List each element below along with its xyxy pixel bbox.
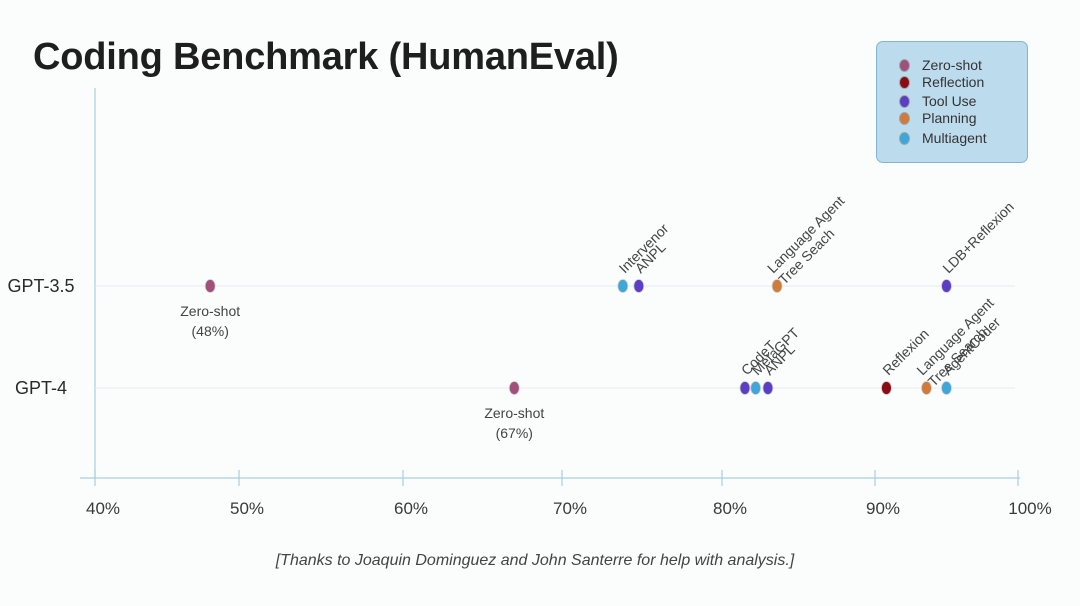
x-tick-label: 90%	[866, 499, 900, 518]
x-tick-label: 50%	[230, 499, 264, 518]
data-point	[771, 279, 783, 293]
legend-label: Tool Use	[922, 93, 977, 109]
legend-item: Zero-shot	[899, 56, 982, 74]
legend-item: Multiagent	[899, 129, 987, 147]
y-category-label: GPT-4	[15, 378, 67, 398]
x-tick-label: 100%	[1008, 499, 1051, 518]
data-point	[921, 381, 932, 395]
data-point	[633, 279, 645, 293]
legend-swatch	[899, 75, 910, 89]
data-point	[881, 381, 892, 395]
data-point	[617, 279, 629, 293]
legend-swatch	[899, 94, 910, 108]
legend-swatch	[899, 131, 910, 145]
data-sublabel: (67%)	[496, 425, 533, 441]
legend-label: Planning	[922, 110, 977, 126]
x-tick-label: 40%	[86, 499, 120, 518]
x-tick-label: 70%	[553, 499, 587, 518]
legend-item: Planning	[899, 109, 977, 127]
data-label: LDB+Reflexion	[939, 198, 1017, 276]
legend-swatch	[899, 58, 910, 72]
data-label: Zero-shot	[484, 405, 544, 421]
x-tick-label: 60%	[394, 499, 428, 518]
data-label: Language AgentTree Search	[913, 295, 1008, 390]
data-point	[762, 381, 774, 395]
legend-label: Multiagent	[922, 130, 987, 146]
legend-label: Reflection	[922, 74, 985, 90]
legend: Zero-shot Reflection Tool Use Planning Multi…	[876, 41, 1028, 163]
data-point	[941, 279, 952, 293]
x-tick-label: 80%	[713, 499, 747, 518]
legend-item: Tool Use	[899, 92, 976, 110]
footnote: [Thanks to Joaquin Dominguez and John Sa…	[275, 552, 795, 569]
legend-label: Zero-shot	[922, 57, 982, 73]
data-point	[750, 381, 762, 395]
slide-title: Coding Benchmark (HumanEval)	[33, 36, 619, 78]
y-category-label: GPT-3.5	[7, 276, 74, 296]
data-label-line: LDB+Reflexion	[939, 198, 1017, 276]
data-point	[739, 381, 751, 395]
data-point	[941, 381, 952, 395]
legend-item: Reflection	[899, 73, 984, 91]
legend-swatch	[899, 111, 910, 125]
data-label: Language AgentTree Seach	[764, 193, 859, 288]
data-label: Zero-shot	[180, 303, 240, 319]
data-sublabel: (48%)	[192, 323, 229, 339]
data-point	[204, 279, 216, 293]
data-point	[508, 381, 520, 395]
